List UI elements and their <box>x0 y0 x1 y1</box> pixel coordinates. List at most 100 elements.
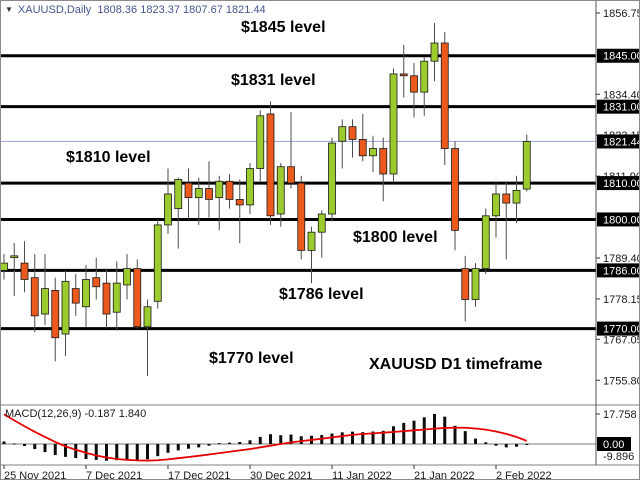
candle-body <box>112 282 121 313</box>
level-price-label: 1800.00 <box>603 214 639 226</box>
candle-body <box>481 215 490 269</box>
macd-histogram-bar <box>371 431 375 444</box>
current-price-label: 1821.44 <box>603 136 639 148</box>
macd-zero-box <box>597 437 631 451</box>
candle-body <box>82 279 90 308</box>
macd-histogram-bar <box>105 444 108 461</box>
level-price-label-box <box>597 212 639 227</box>
date-axis-label: 7 Dec 2021 <box>86 470 142 479</box>
macd-histogram-bar <box>74 444 78 459</box>
candle-body <box>246 168 254 206</box>
candle-body <box>235 199 244 206</box>
macd-axis-min-label: -9.896 <box>603 451 634 463</box>
macd-histogram-bar <box>125 444 129 460</box>
level-price-label-box <box>597 48 639 63</box>
candle-body <box>440 42 449 149</box>
macd-histogram-bar <box>279 435 283 444</box>
candle-body <box>502 193 511 204</box>
macd-axis-max-label: 17.758 <box>603 409 637 421</box>
date-axis-label: 30 Dec 2021 <box>250 470 312 479</box>
candle-body <box>348 126 357 140</box>
macd-histogram-bar <box>330 433 334 444</box>
macd-histogram-bar <box>43 444 47 453</box>
macd-axis-zero-label: 0.00 <box>603 439 624 451</box>
macd-histogram-bar <box>258 436 262 444</box>
candle-body <box>379 148 388 175</box>
candle-body <box>133 268 142 328</box>
macd-histogram-bar <box>525 444 529 445</box>
chart-annotation: $1786 level <box>279 286 364 303</box>
candle-body <box>153 224 162 302</box>
level-price-label: 1845.00 <box>603 51 639 63</box>
candle-body <box>420 60 429 93</box>
candle-body <box>461 268 470 300</box>
symbol-name: XAUUSD,Daily <box>17 4 92 16</box>
candle-body <box>174 179 183 209</box>
macd-indicator-label: MACD(12,26,9) -0.187 1.840 <box>5 408 147 420</box>
macd-histogram-bar <box>269 434 272 444</box>
candle-body <box>184 182 193 199</box>
macd-histogram-bar <box>156 444 160 457</box>
date-axis-label: 25 Nov 2021 <box>4 470 66 479</box>
candle-body <box>317 213 326 233</box>
macd-histogram-bar <box>474 438 477 444</box>
candle-body <box>215 180 224 199</box>
macd-histogram-bar <box>504 444 508 448</box>
macd-histogram-bar <box>176 444 180 451</box>
level-price-label: 1810.00 <box>603 178 639 190</box>
candle-body <box>164 193 172 226</box>
macd-histogram-bar <box>422 417 426 444</box>
level-price-label-box <box>597 321 639 336</box>
chart-annotation: $1831 level <box>231 72 316 89</box>
candle-body <box>256 115 265 169</box>
macd-histogram-bar <box>187 444 190 449</box>
candle-body <box>410 75 418 93</box>
candle-body <box>123 268 131 286</box>
symbol-header: ▼ XAUUSD,Daily 1808.36 1823.37 1807.67 18… <box>5 4 266 16</box>
candle-body <box>10 255 19 259</box>
candle-body <box>522 141 531 190</box>
price-axis-label: 1767.05 <box>603 334 639 346</box>
price-axis-label: 1755.80 <box>603 375 639 387</box>
macd-histogram-bar <box>166 444 170 453</box>
macd-histogram-bar <box>23 444 26 447</box>
dropdown-arrow-icon[interactable]: ▼ <box>5 5 13 14</box>
candle-body <box>102 282 111 315</box>
level-price-label: 1831.00 <box>603 102 639 114</box>
macd-histogram-bar <box>217 443 221 445</box>
candle-body <box>51 289 60 339</box>
macd-histogram-bar <box>84 444 88 460</box>
price-axis-label: 1834.40 <box>603 89 639 101</box>
macd-histogram-bar <box>248 440 252 444</box>
candle-body <box>266 113 275 217</box>
candle-body <box>307 231 316 251</box>
macd-histogram-bar <box>115 444 119 461</box>
macd-histogram-bar <box>146 444 149 460</box>
macd-histogram-bar <box>443 416 447 444</box>
macd-histogram-bar <box>238 441 242 444</box>
macd-histogram-bar <box>381 430 385 444</box>
candle-body <box>30 277 39 317</box>
macd-histogram-bar <box>351 431 354 444</box>
candle-body <box>512 189 521 204</box>
macd-histogram-bar <box>361 432 365 444</box>
macd-histogram-bar <box>53 444 57 455</box>
macd-histogram-bar <box>135 444 139 461</box>
candle-body <box>143 306 152 328</box>
candle-body <box>389 73 398 175</box>
date-axis-label: 17 Dec 2021 <box>168 470 230 479</box>
macd-signal-line <box>3 413 528 462</box>
current-price-label-box <box>597 134 639 149</box>
macd-histogram-bar <box>2 441 6 444</box>
candle-body <box>92 277 101 288</box>
macd-histogram-bar <box>392 426 395 444</box>
chart-annotation: $1810 level <box>66 149 151 166</box>
level-price-label: 1770.00 <box>603 324 639 336</box>
date-axis-label: 11 Jan 2022 <box>332 470 392 479</box>
macd-histogram-bar <box>94 444 98 460</box>
macd-histogram-bar <box>207 444 211 446</box>
candle-body <box>492 193 500 217</box>
